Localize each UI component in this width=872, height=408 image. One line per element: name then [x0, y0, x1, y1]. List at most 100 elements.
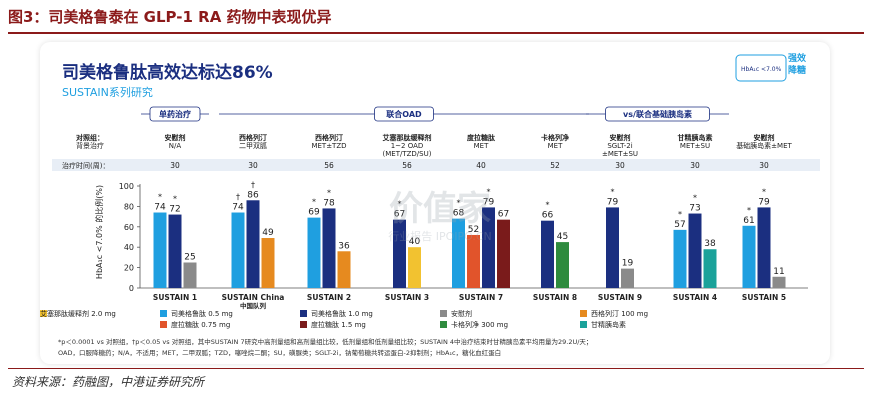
significance-mark: * — [611, 187, 615, 196]
bar-exenatide — [408, 247, 421, 288]
comparator-label: 卡格列净 — [541, 133, 569, 142]
comparator-row-label: 对照组： — [76, 133, 104, 142]
section-badge — [605, 106, 710, 122]
section-label: vs/联合基础胰岛素 — [623, 109, 692, 119]
legend-label: 甘精胰岛素 — [591, 320, 626, 329]
legend-swatch — [580, 321, 587, 328]
legend-label: 司美格鲁肽 0.5 mg — [171, 309, 233, 318]
background-row-label: 背景治疗 — [76, 141, 104, 150]
bar-value-label: 79 — [483, 197, 495, 207]
badge-line1: 强效 — [788, 52, 807, 64]
bar-value-label: 11 — [773, 267, 784, 277]
legend: 司美格鲁肽 0.5 mg 司美格鲁肽 1.0 mg 安慰剂 西格列汀 100 mg 艾塞… — [40, 309, 648, 329]
bar-value-label: 79 — [758, 197, 770, 207]
significance-mark: * — [173, 195, 177, 204]
bar-sema_10 — [541, 220, 554, 288]
bar-sitagliptin — [337, 251, 351, 288]
sustain-chart: 司美格鲁肽高效达标达86% SUSTAIN系列研究 HbA₁c <7.0% 强效… — [40, 52, 820, 357]
bar-value-label: 61 — [743, 216, 754, 226]
comparator-label: 度拉糖肽 — [467, 133, 496, 142]
figure-title: 图3：司美格鲁泰在 GLP-1 RA 药物中表现优异 — [8, 8, 332, 26]
bar-sema_10 — [168, 214, 182, 288]
watermark-main: 价值家 — [389, 189, 491, 229]
section-label: 联合OAD — [386, 109, 422, 119]
source-note: 资料来源：药融图，中港证券研究所 — [12, 375, 205, 389]
y-tick-label: 100 — [119, 182, 134, 191]
bar-sema_05 — [742, 225, 756, 288]
bar-sema_05 — [231, 212, 245, 288]
bar-placebo — [621, 268, 634, 288]
background-label-2: ±MET±SU — [602, 150, 638, 158]
bar-value-label: 74 — [232, 203, 244, 213]
study-label: SUSTAIN 2 — [307, 293, 351, 302]
bar-sema_05 — [307, 217, 321, 288]
bar-placebo — [183, 262, 197, 288]
duration-row-band — [52, 159, 820, 171]
bar-sema_05 — [153, 212, 167, 288]
legend-swatch — [440, 310, 447, 317]
legend-label: 安慰剂 — [451, 309, 472, 318]
bar-sema_10 — [688, 213, 702, 288]
bar-sema_10 — [322, 208, 336, 288]
comparator-label: 安慰剂 — [165, 133, 186, 142]
study-label: SUSTAIN 5 — [742, 293, 786, 302]
significance-mark: * — [312, 198, 316, 207]
bar-value-label: 38 — [704, 239, 716, 249]
significance-mark: † — [236, 193, 240, 202]
y-tick-label: 20 — [124, 264, 134, 273]
watermark: 价值家 行业报告 IPOIPO.CN — [388, 189, 492, 243]
footnote-line-2: OAD，口服降糖药；N/A，不适用；MET，二甲双胍；TZD，噻唑烷二酮；SU，… — [58, 348, 501, 357]
duration-value: 40 — [476, 161, 486, 170]
duration-value: 56 — [324, 161, 334, 170]
watermark-sub: 行业报告 IPOIPO.CN — [388, 229, 492, 243]
significance-mark: * — [327, 188, 331, 197]
duration-value: 56 — [402, 161, 412, 170]
bar-cana — [556, 242, 569, 288]
hba1c-badge: HbA₁c <7.0% 强效 降糖 — [735, 52, 807, 82]
significance-mark: * — [487, 187, 491, 196]
legend-label: 度拉糖肽 0.75 mg — [171, 320, 230, 329]
bar-sema_10 — [757, 207, 771, 288]
significance-mark: * — [457, 199, 461, 208]
legend-label: 艾塞那肽缓释剂 2.0 mg — [40, 309, 116, 318]
section-headers: 单药治疗 联合OAD vs/联合基础胰岛素 — [141, 106, 729, 122]
bar-value-label: 57 — [674, 220, 685, 230]
background-label: 基础胰岛素±MET — [736, 141, 792, 150]
significance-mark: * — [747, 206, 751, 215]
bar-value-label: 68 — [453, 209, 465, 219]
legend-swatch — [160, 321, 167, 328]
y-tick-label: 60 — [124, 223, 134, 232]
bar-value-label: 86 — [247, 190, 259, 200]
comparator-label: 甘精胰岛素 — [678, 133, 713, 142]
background-label: MET±TZD — [311, 142, 346, 150]
bar-sema_05 — [452, 218, 465, 288]
y-tick-label: 80 — [124, 202, 134, 211]
y-tick-label: 40 — [124, 243, 134, 252]
legend-label: 西格列汀 100 mg — [591, 309, 648, 318]
bar-value-label: 67 — [394, 210, 405, 220]
duration-value: 30 — [615, 161, 625, 170]
legend-label: 度拉糖肽 1.5 mg — [311, 320, 366, 329]
significance-mark: * — [762, 187, 766, 196]
bar-value-label: 73 — [689, 204, 700, 214]
badge-line2: 降糖 — [788, 64, 806, 76]
bar-sema_10 — [246, 200, 260, 288]
background-label: N/A — [169, 142, 182, 150]
bar-value-label: 36 — [338, 241, 350, 251]
footnote-line-1: *p＜0.0001 vs 对照组，†p＜0.05 vs 对照组，其中SUSTAI… — [58, 337, 592, 346]
bar-sema_10 — [393, 219, 406, 288]
bar-value-label: 69 — [308, 208, 320, 218]
significance-mark: * — [693, 194, 697, 203]
comparator-label: 艾塞那肽缓释剂 — [383, 133, 432, 142]
bar-value-label: 49 — [262, 228, 274, 238]
significance-mark: † — [251, 180, 255, 189]
duration-value: 30 — [690, 161, 700, 170]
study-label: SUSTAIN 9 — [598, 293, 642, 302]
duration-value: 52 — [550, 161, 560, 170]
bar-glargine — [703, 249, 717, 288]
legend-swatch — [160, 310, 167, 317]
y-axis-label: HbA₁c <7.0% 的比例(%) — [94, 185, 104, 279]
bar-value-label: 66 — [542, 211, 554, 221]
